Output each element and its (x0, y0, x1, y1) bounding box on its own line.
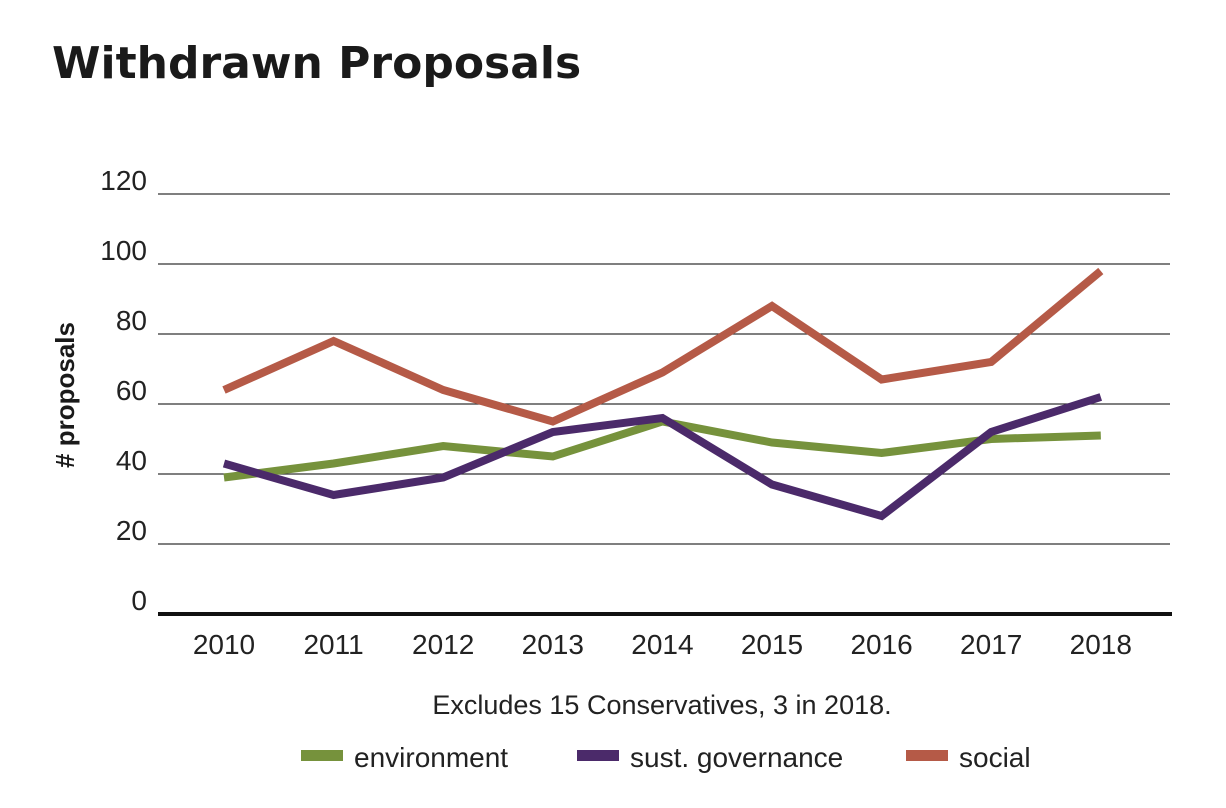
series-line-social (222, 267, 1104, 426)
y-tick-label: 60 (116, 375, 147, 406)
legend-swatch (301, 750, 343, 761)
chart-note: Excludes 15 Conservatives, 3 in 2018. (432, 690, 891, 720)
x-tick-label: 2011 (303, 629, 363, 660)
x-tick-label: 2016 (850, 629, 912, 660)
x-tick-label: 2015 (741, 629, 803, 660)
x-tick-label: 2012 (412, 629, 474, 660)
x-tick-label: 2013 (522, 629, 584, 660)
y-tick-label: 80 (116, 305, 147, 336)
gridlines (158, 193, 1172, 616)
x-tick-label: 2018 (1070, 629, 1132, 660)
x-tick-label: 2017 (960, 629, 1022, 660)
legend-swatch (577, 750, 619, 761)
y-tick-label: 120 (100, 165, 147, 196)
y-tick-label: 0 (131, 585, 147, 616)
x-axis-ticks: 2010 2011 2012 2013 2014 2015 2016 2017 2018 (193, 629, 1132, 660)
series-lines (222, 267, 1104, 521)
x-tick-label: 2010 (193, 629, 255, 660)
legend: environment sust. governance social (301, 742, 1031, 773)
chart-title: Withdrawn Proposals (52, 38, 581, 89)
y-tick-label: 20 (116, 515, 147, 546)
legend-label: environment (354, 742, 508, 773)
legend-label: sust. governance (630, 742, 843, 773)
legend-swatch (906, 750, 948, 761)
y-axis-ticks: 0 20 40 60 80 100 120 (100, 165, 147, 616)
y-tick-label: 100 (100, 235, 147, 266)
x-tick-label: 2014 (631, 629, 693, 660)
legend-label: social (959, 742, 1031, 773)
y-axis-label: # proposals (50, 322, 80, 468)
y-tick-label: 40 (116, 445, 147, 476)
series-line-sust-governance (222, 393, 1103, 521)
